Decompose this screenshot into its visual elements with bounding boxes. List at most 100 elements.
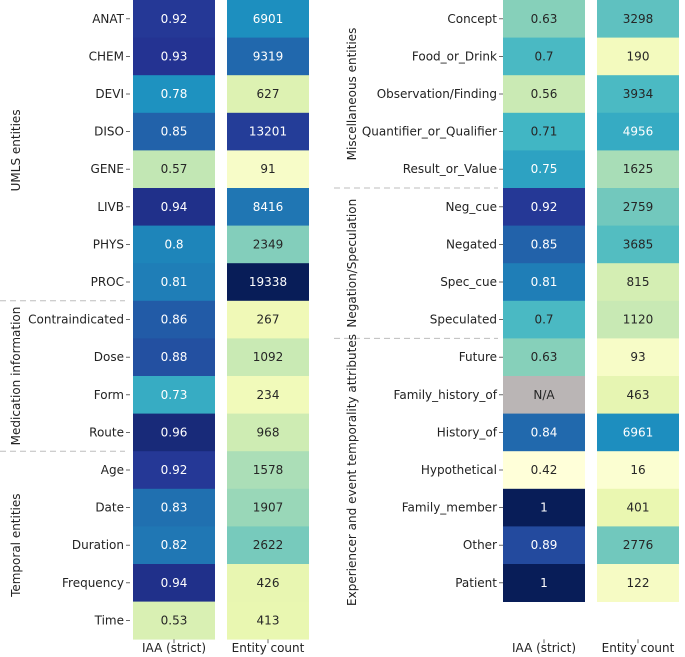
row-label: PHYS xyxy=(93,237,124,251)
iaa-cell xyxy=(133,75,215,114)
iaa-cell xyxy=(503,376,585,414)
iaa-value: 0.84 xyxy=(531,425,558,439)
count-value: 2759 xyxy=(623,200,654,214)
iaa-cell xyxy=(503,188,585,226)
iaa-cell xyxy=(133,564,215,602)
count-value: 8416 xyxy=(253,200,284,214)
iaa-cell xyxy=(503,0,585,38)
count-value: 93 xyxy=(630,350,645,364)
iaa-value: 0.83 xyxy=(161,501,188,515)
row-label: Hypothetical xyxy=(421,463,497,477)
iaa-cell xyxy=(503,338,585,377)
count-cell xyxy=(227,376,309,414)
iaa-value: 0.56 xyxy=(531,87,558,101)
group-label: Medication information xyxy=(9,307,23,446)
count-value: 91 xyxy=(260,162,275,176)
iaa-value: 0.75 xyxy=(531,162,558,176)
iaa-value: 0.73 xyxy=(161,388,188,402)
iaa-value: 0.92 xyxy=(161,12,188,26)
iaa-cell xyxy=(133,601,215,640)
group-label: Temporal entities xyxy=(9,493,23,597)
count-value: 1120 xyxy=(623,313,654,327)
count-value: 1625 xyxy=(623,162,654,176)
count-value: 9319 xyxy=(253,49,284,63)
iaa-value: 1 xyxy=(540,501,548,515)
iaa-cell xyxy=(503,451,585,490)
count-cell xyxy=(227,263,309,302)
count-value: 2622 xyxy=(253,538,284,552)
count-cell xyxy=(227,37,309,76)
row-label: Future xyxy=(459,350,497,364)
count-cell xyxy=(597,37,679,76)
row-label: History_of xyxy=(437,425,498,439)
count-cell xyxy=(597,300,679,339)
count-value: 6961 xyxy=(623,425,654,439)
iaa-value: 0.85 xyxy=(531,237,558,251)
row-label: Dose xyxy=(94,350,124,364)
count-value: 13201 xyxy=(249,125,287,139)
row-label: Family_member xyxy=(402,501,497,515)
iaa-value: 0.7 xyxy=(534,49,553,63)
count-cell xyxy=(227,564,309,602)
iaa-value: 0.8 xyxy=(164,237,183,251)
row-label: Other xyxy=(463,538,497,552)
count-cell xyxy=(227,112,309,151)
iaa-value: 1 xyxy=(540,576,548,590)
count-cell xyxy=(227,526,309,565)
row-label: Result_or_Value xyxy=(403,162,497,176)
row-label: DISO xyxy=(94,125,124,139)
row-label: Duration xyxy=(72,538,124,552)
row-label: Concept xyxy=(447,12,497,26)
count-value: 3934 xyxy=(623,87,654,101)
iaa-value: 0.86 xyxy=(161,313,188,327)
iaa-cell xyxy=(133,112,215,151)
count-cell xyxy=(227,150,309,189)
row-label: Frequency xyxy=(62,576,124,590)
group-label: Negation/Speculation xyxy=(345,199,359,328)
row-label: Quantifier_or_Qualifier xyxy=(362,125,497,139)
iaa-cell xyxy=(503,225,585,264)
count-value: 3298 xyxy=(623,12,654,26)
count-cell xyxy=(597,451,679,490)
count-value: 413 xyxy=(257,613,280,627)
row-label: Neg_cue xyxy=(445,200,497,214)
iaa-value: 0.92 xyxy=(531,200,558,214)
iaa-cell xyxy=(133,225,215,264)
count-cell xyxy=(227,75,309,114)
count-cell xyxy=(597,0,679,38)
row-label: Age xyxy=(101,463,124,477)
count-cell xyxy=(227,451,309,490)
iaa-cell xyxy=(503,564,585,602)
iaa-value: 0.89 xyxy=(531,538,558,552)
count-value: 401 xyxy=(627,501,650,515)
count-cell xyxy=(227,225,309,264)
group-label: Miscellaneous entities xyxy=(345,28,359,161)
iaa-value: 0.53 xyxy=(161,613,188,627)
iaa-cell xyxy=(503,300,585,339)
row-label: LIVB xyxy=(97,200,124,214)
count-value: 122 xyxy=(627,576,650,590)
row-label: GENE xyxy=(91,162,124,176)
row-label: Form xyxy=(94,388,124,402)
column-label: Entity count xyxy=(232,641,305,655)
row-label: Speculated xyxy=(430,313,497,327)
row-label: ANAT xyxy=(92,12,124,26)
count-cell xyxy=(597,112,679,151)
iaa-cell xyxy=(503,37,585,76)
row-label: Date xyxy=(95,501,124,515)
iaa-cell xyxy=(503,75,585,114)
row-label: Food_or_Drink xyxy=(412,49,497,63)
count-value: 426 xyxy=(257,576,280,590)
count-value: 3685 xyxy=(623,237,654,251)
iaa-value: 0.85 xyxy=(161,125,188,139)
count-cell xyxy=(227,300,309,339)
iaa-value: 0.94 xyxy=(161,576,188,590)
group-label: Experiencer and event temporality attrib… xyxy=(345,334,359,606)
iaa-value: 0.63 xyxy=(531,12,558,26)
count-value: 2349 xyxy=(253,237,284,251)
iaa-value: N/A xyxy=(533,388,555,402)
iaa-cell xyxy=(503,150,585,189)
count-cell xyxy=(597,263,679,302)
iaa-cell xyxy=(133,338,215,377)
